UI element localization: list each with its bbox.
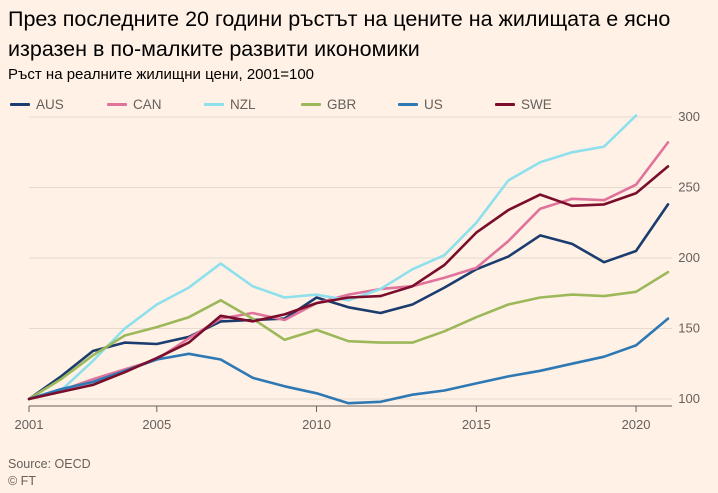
legend-item-us: US [398,97,495,112]
y-tick-label-150: 150 [678,320,700,335]
legend-item-nzl: NZL [204,97,301,112]
legend-label: SWE [521,96,552,112]
series-line-can [27,141,670,401]
source-note: Source: OECD [8,457,91,471]
legend-label: CAN [133,96,162,112]
series-line-swe [27,165,670,401]
legend-label: NZL [230,96,256,112]
x-tick-label-2005: 2005 [142,417,171,432]
y-tick-label-100: 100 [678,391,700,406]
legend-swatch [398,102,418,106]
legend-swatch [107,102,127,106]
legend-label: AUS [36,96,64,112]
y-tick-label-200: 200 [678,250,700,265]
series-line-gbr [27,270,670,401]
legend-item-swe: SWE [495,97,592,112]
series-line-aus [27,203,670,401]
legend-swatch [495,102,515,106]
chart-subtitle: Ръст на реалните жилищни цени, 2001=100 [8,66,314,83]
y-tick-label-250: 250 [678,180,700,195]
credit-note: © FT [8,474,36,488]
legend-item-aus: AUS [10,97,107,112]
x-tick-label-2015: 2015 [462,417,491,432]
series-line-us [27,317,670,405]
x-tick-label-2010: 2010 [302,417,331,432]
legend-swatch [204,102,224,106]
legend-label: US [424,96,443,112]
legend-label: GBR [327,96,357,112]
legend-item-can: CAN [107,97,204,112]
legend-swatch [10,102,30,106]
legend-swatch [301,102,321,106]
legend-item-gbr: GBR [301,97,398,112]
x-tick-label-2001: 2001 [15,417,44,432]
series-line-nzl [27,114,638,401]
y-tick-label-300: 300 [678,109,700,124]
x-tick-label-2020: 2020 [622,417,651,432]
legend: AUS CAN NZL GBR US SWE [10,94,592,114]
chart-title: През последните 20 години ръстът на цени… [8,7,671,61]
